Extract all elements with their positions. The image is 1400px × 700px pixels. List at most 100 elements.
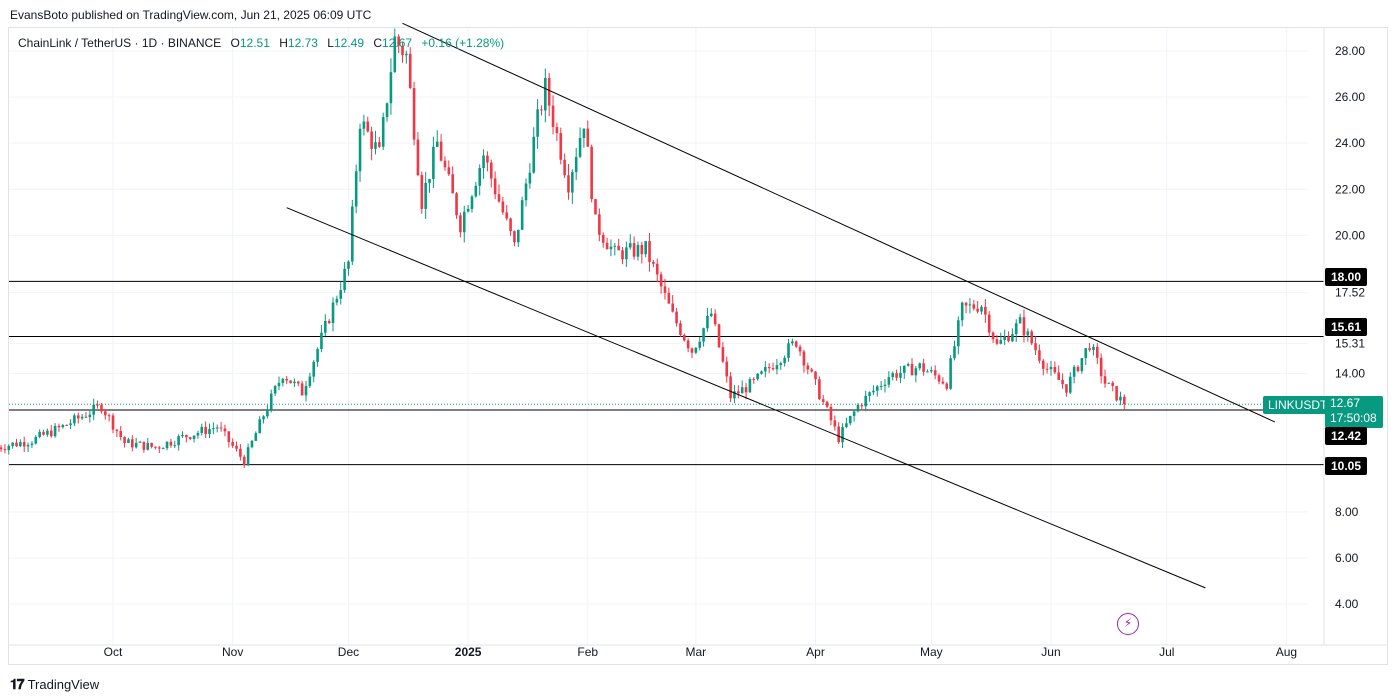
candle-2025-03-12 [737, 385, 740, 399]
bar-countdown: 17:50:08 [1330, 411, 1377, 425]
candle-2024-10-17 [173, 440, 177, 449]
candle-2025-01-27 [567, 163, 570, 200]
candle-2025-05-26 [1026, 328, 1030, 342]
candle-2025-06-14 [1099, 353, 1103, 384]
candle-2025-01-16 [524, 178, 528, 207]
candle-2025-01-04 [478, 164, 481, 196]
candle-2025-01-19 [536, 99, 539, 149]
candle-body [1123, 396, 1126, 405]
legend-low-value: 12.49 [333, 36, 365, 50]
candle-2025-06-15 [1103, 369, 1107, 388]
candle-2024-09-19 [65, 424, 68, 426]
candle-body [848, 415, 852, 424]
candle-body [478, 168, 481, 186]
candle-body [1041, 360, 1045, 369]
candle-2025-02-28 [690, 347, 694, 359]
candle-body [19, 442, 22, 447]
legend-open-label: O [230, 36, 240, 50]
candle-body [520, 200, 524, 230]
price-tick-5: 17.52 [1335, 285, 1365, 299]
candle-2025-05-21 [1007, 331, 1010, 343]
candle-2025-02-08 [613, 242, 617, 256]
candle-body [613, 245, 617, 247]
candle-body [131, 439, 134, 448]
candle-body [930, 370, 933, 372]
time-label-7: May [920, 645, 943, 659]
candle-body [578, 138, 582, 157]
candle-2024-10-21 [188, 436, 192, 441]
candle-2025-02-20 [659, 271, 663, 294]
candle-2025-03-18 [760, 370, 763, 375]
candle-2024-10-01 [111, 413, 115, 434]
candle-body [729, 376, 732, 399]
legend-low-label: L [327, 36, 334, 50]
candle-body [682, 334, 686, 341]
candle-2025-05-19 [999, 332, 1003, 345]
publisher-line: EvansBoto published on TradingView.com, … [10, 8, 372, 22]
candle-body [1119, 396, 1122, 401]
price-tick-9: 6.00 [1335, 551, 1359, 565]
candle-body [1111, 382, 1115, 387]
candle-body [115, 429, 119, 432]
candle-2025-01-28 [571, 169, 574, 204]
candle-body [11, 442, 14, 446]
candle-2025-01-29 [574, 148, 578, 180]
candle-body [273, 386, 277, 394]
candle-2025-05-22 [1011, 328, 1014, 343]
time-label-9: Jul [1159, 645, 1174, 659]
candle-2025-05-24 [1018, 313, 1022, 324]
candle-2024-12-26 [443, 156, 447, 171]
candle-body [405, 53, 408, 56]
candle-body [489, 162, 493, 179]
ticker-badge: LINKUSDT [1263, 396, 1333, 414]
candle-body [3, 449, 7, 451]
candle-2025-05-25 [1022, 309, 1026, 343]
candle-2024-11-25 [324, 314, 327, 337]
candle-2024-12-19 [416, 132, 420, 177]
candle-2024-11-11 [269, 389, 273, 413]
candle-2024-09-24 [84, 412, 88, 418]
candle-body [710, 313, 713, 316]
candle-2024-10-25 [204, 421, 207, 439]
candle-2025-01-08 [493, 171, 497, 200]
candle-body [1034, 343, 1037, 351]
legend-high-label: H [279, 36, 288, 50]
candle-2024-10-03 [119, 425, 123, 441]
candle-body [397, 36, 400, 46]
candle-body [324, 320, 327, 333]
candle-body [169, 441, 173, 446]
candle-body [127, 439, 130, 444]
candle-2025-05-11 [968, 298, 972, 314]
trendlines [286, 22, 1276, 589]
candle-body [188, 437, 192, 440]
candle-body [767, 367, 771, 369]
candle-2025-02-23 [671, 295, 674, 313]
chart-legend: ChainLink / TetherUS · 1D · BINANCE O 12.… [18, 36, 504, 50]
candle-2024-12-05 [362, 114, 366, 136]
candle-body [88, 414, 92, 418]
candle-body [551, 105, 555, 127]
candle-body [370, 131, 373, 149]
candle-body [1068, 376, 1072, 393]
candle-2024-10-05 [127, 437, 130, 444]
candle-2025-04-21 [891, 371, 895, 381]
candle-2025-04-05 [829, 404, 833, 426]
candle-body [794, 341, 798, 347]
lightning-icon[interactable]: ⚡ [1117, 613, 1139, 635]
candle-2025-02-12 [628, 234, 632, 250]
time-label-8: Jun [1041, 645, 1060, 659]
candle-body [57, 425, 61, 428]
candle-body [872, 390, 875, 393]
candle-2025-05-06 [949, 354, 952, 391]
candle-2024-10-07 [134, 437, 138, 449]
candle-body [439, 141, 443, 161]
candle-body [899, 372, 902, 378]
candle-body [698, 341, 702, 348]
candle-2024-12-28 [451, 166, 454, 194]
candle-2024-12-09 [378, 136, 381, 148]
candle-body [466, 208, 470, 212]
candle-2025-01-18 [532, 127, 536, 174]
legend-symbol: ChainLink / TetherUS · 1D · BINANCE [18, 36, 222, 50]
candle-body [185, 434, 188, 438]
